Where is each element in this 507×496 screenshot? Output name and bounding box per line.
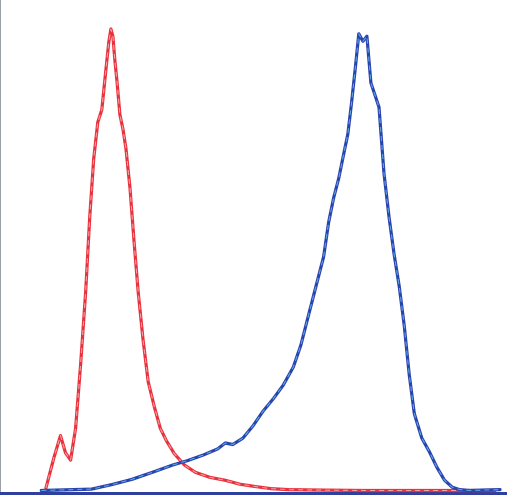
series-2-highlight bbox=[41, 33, 501, 492]
series-1-highlight bbox=[45, 28, 495, 492]
series-1-line bbox=[44, 27, 497, 493]
series-layer bbox=[39, 27, 502, 493]
series-2-line bbox=[39, 32, 502, 493]
